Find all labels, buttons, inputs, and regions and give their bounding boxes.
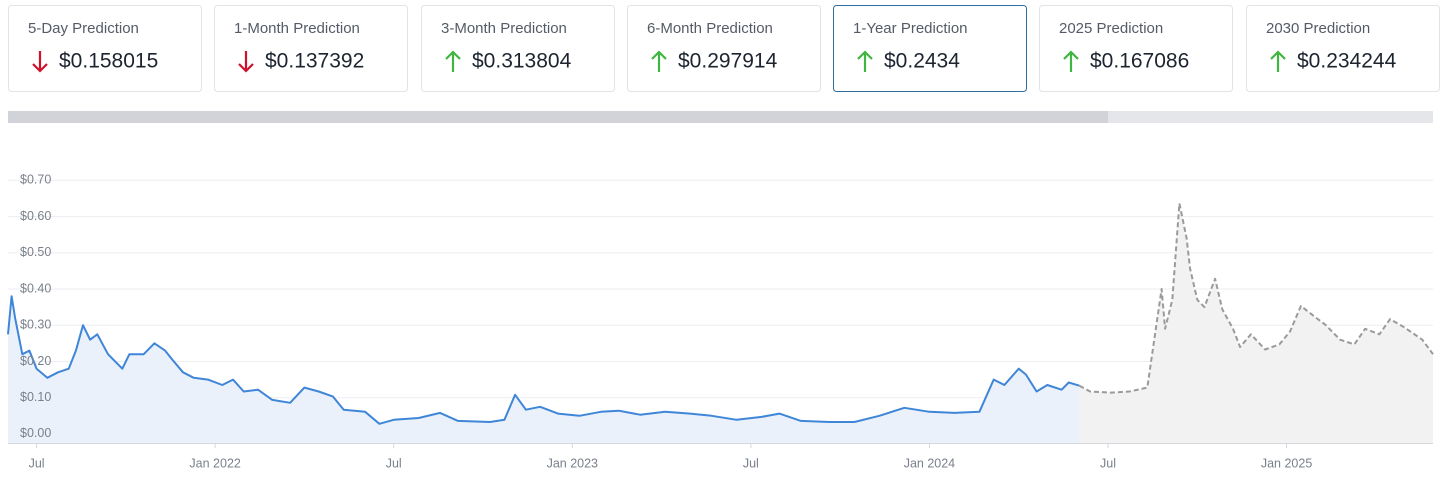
direction-arrow <box>238 51 254 73</box>
card-label: 1-Year Prediction <box>853 20 968 37</box>
y-tick-label: $0.00 <box>20 426 51 440</box>
y-tick-label: $0.40 <box>20 281 51 295</box>
price-line <box>1078 202 1434 394</box>
prediction-card[interactable] <box>627 5 821 92</box>
card-label: 1-Month Prediction <box>234 20 360 37</box>
direction-arrow <box>445 50 461 72</box>
direction-arrow <box>1270 50 1286 72</box>
y-tick-label: $0.60 <box>20 209 51 223</box>
direction-arrow <box>1063 50 1079 72</box>
prediction-card[interactable] <box>8 5 202 92</box>
direction-arrow <box>32 51 48 73</box>
area-fill <box>8 296 1080 443</box>
y-tick-label: $0.10 <box>20 390 51 404</box>
y-tick-label: $0.70 <box>20 173 51 187</box>
price-line <box>7 295 1080 425</box>
y-tick-label: $0.50 <box>20 245 51 259</box>
direction-arrow <box>857 50 873 72</box>
x-tick-label: Jan 2023 <box>547 456 598 470</box>
x-tick-label: Jan 2024 <box>904 456 955 470</box>
card-value: $0.313804 <box>472 50 572 73</box>
area-fill <box>1079 203 1433 443</box>
y-tick-label: $0.20 <box>20 354 51 368</box>
card-value: $0.234244 <box>1297 50 1397 73</box>
x-tick-label: Jul <box>743 456 759 470</box>
prediction-card[interactable] <box>1246 5 1440 92</box>
card-value: $0.158015 <box>59 50 158 73</box>
prediction-card[interactable] <box>833 5 1027 92</box>
prediction-card[interactable] <box>214 5 408 92</box>
prediction-card[interactable] <box>421 5 615 92</box>
x-tick-label: Jan 2025 <box>1261 456 1312 470</box>
y-tick-label: $0.30 <box>20 318 51 332</box>
x-tick-label: Jan 2022 <box>189 456 240 470</box>
prediction-card[interactable] <box>1039 5 1233 92</box>
card-value: $0.137392 <box>265 50 364 73</box>
card-value: $0.2434 <box>884 50 960 73</box>
card-label: 3-Month Prediction <box>441 20 567 37</box>
card-value: $0.297914 <box>678 50 778 73</box>
card-value: $0.167086 <box>1090 50 1189 73</box>
x-tick-label: Jul <box>386 456 402 470</box>
x-tick-label: Jul <box>1100 456 1116 470</box>
x-tick-label: Jul <box>29 456 45 470</box>
scrollbar-thumb[interactable] <box>8 111 1108 123</box>
card-label: 6-Month Prediction <box>647 20 773 37</box>
direction-arrow <box>651 50 667 72</box>
card-label: 2025 Prediction <box>1059 20 1163 37</box>
card-label: 2030 Prediction <box>1266 20 1370 37</box>
card-label: 5-Day Prediction <box>28 20 139 37</box>
